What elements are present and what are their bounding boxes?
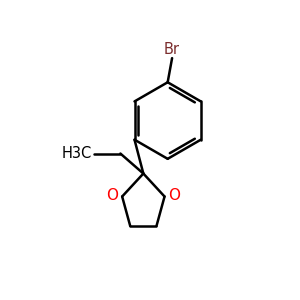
Text: O: O bbox=[168, 188, 180, 202]
Text: O: O bbox=[106, 188, 119, 202]
Text: Br: Br bbox=[164, 42, 180, 57]
Text: H3C: H3C bbox=[62, 146, 92, 161]
